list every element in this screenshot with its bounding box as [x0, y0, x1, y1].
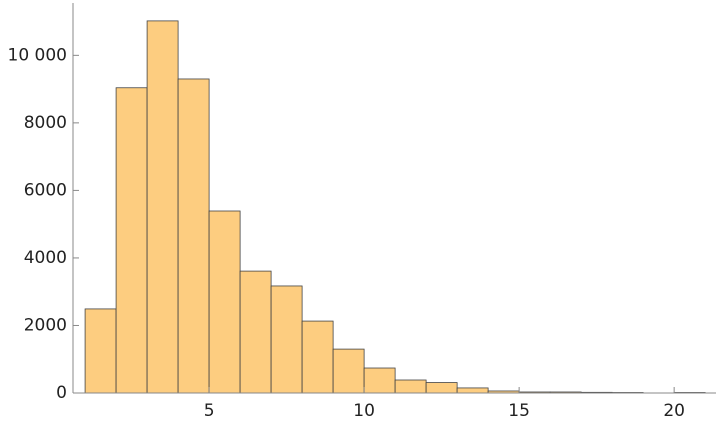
bar: [177, 78, 210, 394]
bar: [394, 379, 427, 394]
x-tick-label: 10: [353, 401, 375, 421]
bar: [332, 348, 365, 394]
bar: [146, 20, 179, 394]
bar: [363, 367, 396, 394]
bar: [425, 382, 458, 394]
bar: [301, 320, 334, 394]
bar: [208, 210, 241, 394]
bar: [115, 87, 148, 394]
y-tick-label: 8000: [24, 113, 67, 133]
bar: [84, 308, 117, 394]
y-tick-label: 6000: [24, 180, 67, 200]
y-tick-label: 2000: [24, 315, 67, 335]
x-tick-label: 5: [204, 401, 215, 421]
y-tick-label: 0: [56, 383, 67, 403]
bar: [270, 285, 303, 394]
bar: [456, 387, 489, 394]
x-tick-label: 20: [663, 401, 685, 421]
x-tick-label: 15: [508, 401, 530, 421]
y-tick-label: 4000: [24, 248, 67, 268]
y-tick-label: 10 000: [8, 45, 67, 65]
bar: [239, 270, 272, 394]
